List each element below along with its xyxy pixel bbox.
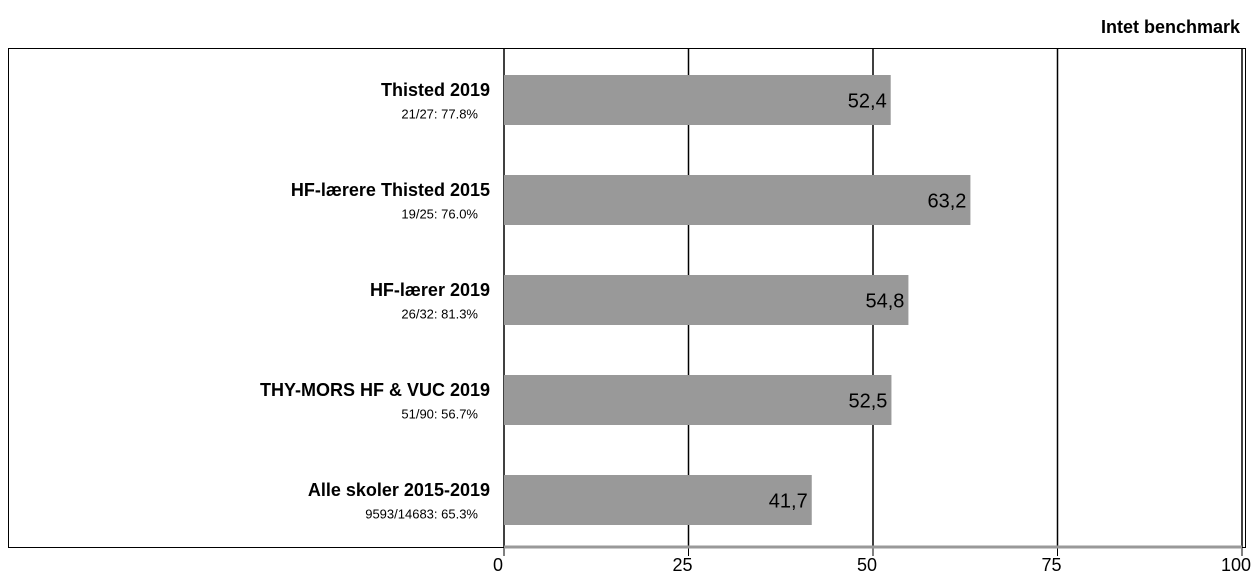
category-note: 9593/14683: 65.3% [365, 506, 478, 521]
value-label: 54,8 [865, 290, 904, 312]
x-tick-label: 25 [672, 555, 692, 575]
category-label: Alle skoler 2015-2019 [308, 480, 490, 500]
value-label: 52,5 [849, 390, 888, 412]
bar [504, 175, 971, 225]
bar [504, 75, 891, 125]
x-tick-label: 75 [1041, 555, 1061, 575]
value-label: 63,2 [927, 190, 966, 212]
category-label: HF-lærer 2019 [370, 280, 490, 300]
x-tick-label: 50 [857, 555, 877, 575]
category-note: 21/27: 77.8% [401, 106, 478, 121]
category-note: 26/32: 81.3% [401, 306, 478, 321]
category-label: Thisted 2019 [381, 80, 490, 100]
bar [504, 275, 909, 325]
category-label: HF-lærere Thisted 2015 [291, 180, 490, 200]
bar [504, 375, 892, 425]
x-tick-label: 0 [493, 555, 503, 575]
category-label: THY-MORS HF & VUC 2019 [260, 380, 490, 400]
value-label: 41,7 [769, 490, 808, 512]
value-label: 52,4 [848, 90, 887, 112]
category-note: 51/90: 56.7% [401, 406, 478, 421]
x-tick-label: 100 [1221, 555, 1251, 575]
bar [504, 475, 812, 525]
category-note: 19/25: 76.0% [401, 206, 478, 221]
chart-title: Intet benchmark [1101, 17, 1241, 37]
